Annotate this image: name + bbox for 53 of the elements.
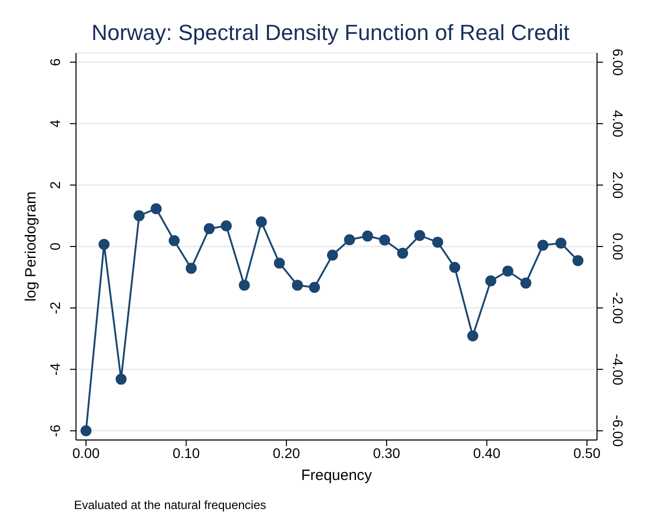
point — [555, 238, 566, 249]
point — [204, 223, 215, 234]
y-tick-label: -4 — [47, 362, 63, 376]
y-tick-label: 4 — [47, 120, 63, 128]
text: Evaluated at the natural frequencies — [74, 498, 266, 512]
point — [292, 280, 303, 291]
y-tick-label: 2 — [47, 180, 63, 189]
x-axis-title: Frequency — [301, 467, 372, 484]
y-tick-label: -6 — [47, 424, 63, 438]
y2-tick-label: 6.00 — [610, 48, 626, 76]
point — [134, 210, 145, 222]
point — [274, 258, 285, 269]
point — [485, 275, 496, 286]
y2-tick-label: 2.00 — [610, 171, 626, 199]
point — [432, 236, 444, 248]
x-tick-label: 0.40 — [473, 444, 501, 461]
y-tick-label: -2 — [47, 301, 63, 314]
point — [502, 266, 514, 277]
point — [116, 374, 127, 385]
point — [326, 250, 338, 261]
y2-tick-label: 0.00 — [610, 232, 626, 260]
x-tick-label: 0.50 — [573, 444, 601, 461]
x-tick-label: 0.20 — [272, 444, 300, 461]
x-tick-label: 0.30 — [372, 444, 400, 461]
y2-tick-label: 4.00 — [610, 110, 626, 138]
point — [256, 216, 267, 228]
chart-title: Norway: Spectral Density Function of Real Credit — [90, 20, 571, 46]
point — [98, 238, 110, 250]
point — [308, 282, 320, 293]
x-tick-label: 0.10 — [172, 444, 200, 461]
point — [80, 425, 92, 436]
y2-tick-label: -4.00 — [610, 353, 626, 386]
y-tick-label: 6 — [47, 58, 63, 66]
point — [537, 240, 548, 251]
y-axis-title: log Periodogram — [22, 191, 40, 302]
y-tick-label: 0 — [47, 242, 63, 250]
point — [520, 278, 532, 289]
point — [186, 262, 197, 274]
point — [414, 230, 426, 241]
point — [344, 234, 356, 246]
y2-tick-label: -6.00 — [610, 414, 626, 447]
point — [379, 234, 390, 246]
x-tick-label: 0.00 — [72, 444, 100, 461]
point — [467, 330, 478, 342]
point — [449, 262, 460, 273]
y2-tick-label: -2.00 — [610, 292, 626, 324]
point — [238, 280, 250, 291]
point — [572, 255, 584, 266]
point — [220, 220, 232, 232]
point — [397, 248, 408, 259]
point — [362, 230, 374, 242]
point — [150, 203, 162, 214]
point — [168, 235, 180, 246]
